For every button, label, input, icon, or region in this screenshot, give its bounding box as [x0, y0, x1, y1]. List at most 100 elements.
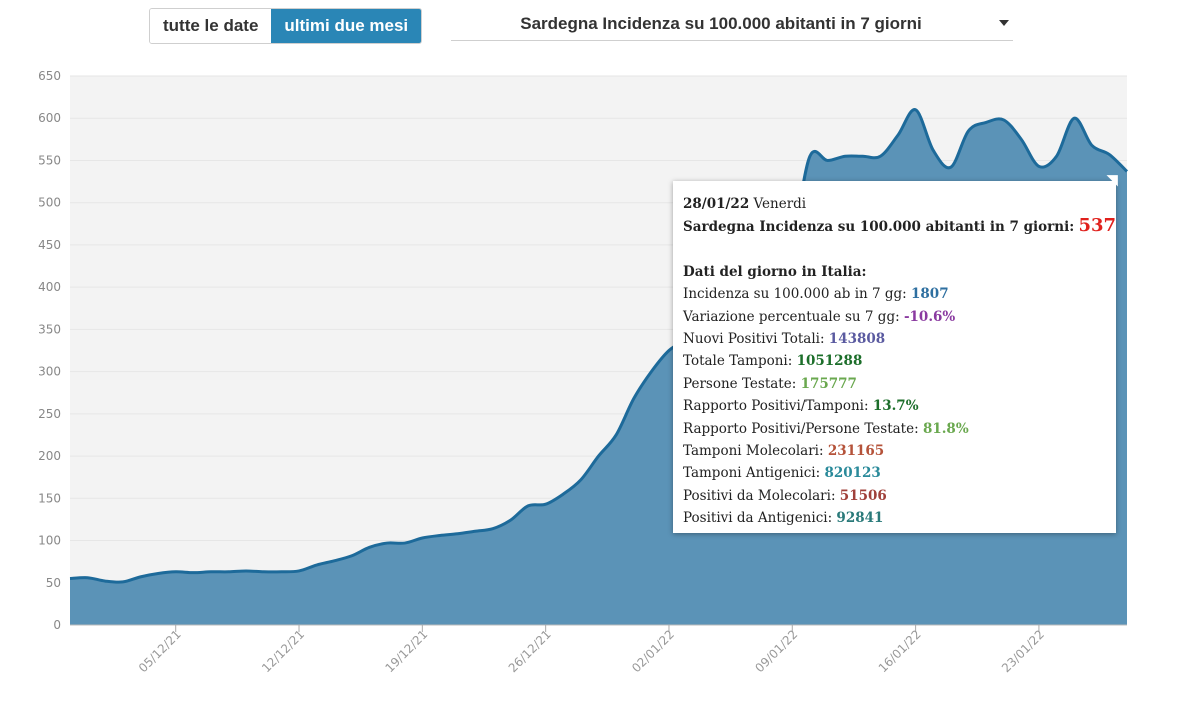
data-point [597, 454, 600, 457]
data-point [861, 155, 864, 158]
tooltip-row: Persone Testate: 175777 [683, 373, 1106, 395]
data-point [368, 546, 371, 549]
tooltip-row: Variazione percentuale su 7 gg: -10.6% [683, 306, 1106, 328]
data-point [826, 159, 829, 162]
tooltip-row-label: Positivi da Antigenici: [683, 510, 837, 527]
tooltip-row-value: 820123 [824, 465, 881, 482]
tooltip-row: Tamponi Molecolari: 231165 [683, 440, 1106, 462]
tooltip-row: Rapporto Positivi/Persone Testate: 81.8% [683, 418, 1106, 440]
tooltip-row-value: 92841 [836, 510, 884, 527]
chevron-down-icon [999, 20, 1009, 26]
data-point [491, 527, 494, 530]
tooltip-row-value: 231165 [827, 443, 885, 460]
data-point [844, 155, 847, 158]
tooltip-row: Tamponi Antigenici: 820123 [683, 462, 1106, 484]
x-tick-label: 26/12/21 [506, 627, 554, 675]
data-point [403, 541, 406, 544]
data-point [1108, 153, 1111, 156]
y-tick-label: 450 [38, 238, 61, 252]
data-point [808, 155, 811, 158]
last-two-months-button[interactable]: ultimi due mesi [271, 9, 422, 43]
chart-tooltip: 28/01/22 Venerdi Sardegna Incidenza su 1… [673, 169, 1124, 533]
tooltip-row-label: Totale Tamponi: [683, 353, 797, 370]
data-point [104, 579, 107, 582]
data-point [156, 572, 159, 575]
data-point [438, 534, 441, 537]
series-line [69, 108, 1129, 584]
tooltip-row-value: 1051288 [796, 353, 863, 370]
tooltip-row: Totale Tamponi: 1051288 [683, 350, 1106, 372]
data-point [1073, 117, 1076, 120]
x-tick-label: 09/01/22 [752, 627, 800, 675]
y-tick-label: 500 [38, 196, 61, 210]
y-tick-label: 200 [38, 449, 61, 463]
tooltip-row: Nuovi Positivi Totali: 143808 [683, 328, 1106, 350]
data-point [667, 349, 670, 352]
data-point [139, 575, 142, 578]
tooltip-row: Incidenza su 100.000 ab in 7 gg: 1807 [683, 283, 1106, 305]
data-point [209, 570, 212, 573]
x-tick-label: 05/12/21 [136, 627, 184, 675]
tooltip-series-label: Sardegna Incidenza su 100.000 abitanti i… [683, 219, 1075, 236]
tooltip-series-value: 537 [1078, 215, 1117, 237]
tooltip-row: Rapporto Positivi/Tamponi: 13.7% [683, 395, 1106, 417]
date-range-toggle: tutte le date ultimi due mesi [149, 8, 423, 44]
data-point [879, 155, 882, 158]
data-point [456, 532, 459, 535]
x-tick-label: 19/12/21 [382, 627, 430, 675]
data-point [967, 129, 970, 132]
tooltip-row-value: 51506 [839, 487, 887, 504]
data-point [227, 570, 230, 573]
tooltip-row: Positivi da Antigenici: 92841 [683, 507, 1106, 529]
tooltip-row-label: Tamponi Antigenici: [683, 465, 825, 482]
data-point [315, 563, 318, 566]
indicator-select[interactable]: Sardegna Incidenza su 100.000 abitanti i… [451, 8, 1013, 41]
y-tick-label: 150 [38, 491, 61, 505]
data-point [192, 571, 195, 574]
y-tick-label: 600 [38, 111, 61, 125]
data-point [1055, 155, 1058, 158]
x-tick-label: 12/12/21 [259, 627, 307, 675]
data-point [121, 580, 124, 583]
data-point [632, 397, 635, 400]
tooltip-row-value: 143808 [828, 331, 886, 348]
tooltip-row-label: Persone Testate: [683, 375, 801, 392]
data-point [245, 569, 248, 572]
tooltip-row-label: Tamponi Molecolari: [683, 443, 828, 460]
data-point [914, 108, 917, 111]
data-point [544, 503, 547, 506]
data-point [509, 519, 512, 522]
y-tick-label: 550 [38, 153, 61, 167]
tooltip-section-title: Dati del giorno in Italia: [683, 263, 867, 280]
x-tick-label: 23/01/22 [999, 627, 1047, 675]
data-point [474, 530, 477, 533]
tooltip-date: 28/01/22 [683, 196, 750, 212]
y-tick-label: 300 [38, 365, 61, 379]
data-point [615, 433, 618, 436]
tooltip-row-label: Rapporto Positivi/Tamponi: [683, 398, 873, 415]
data-point [932, 149, 935, 152]
tooltip-row: Positivi da Molecolari: 51506 [683, 485, 1106, 507]
tooltip-row-value: 1807 [911, 286, 949, 303]
data-point [86, 576, 89, 579]
data-point [1002, 118, 1005, 121]
data-point [526, 504, 529, 507]
y-tick-label: 400 [38, 280, 61, 294]
tooltip-row-label: Rapporto Positivi/Persone Testate: [683, 420, 923, 437]
y-tick-label: 350 [38, 322, 61, 336]
y-tick-label: 50 [46, 576, 61, 590]
y-tick-label: 650 [38, 69, 61, 83]
data-point [1125, 170, 1128, 173]
data-point [297, 569, 300, 572]
data-point [333, 559, 336, 562]
tooltip-row-label: Variazione percentuale su 7 gg: [683, 308, 904, 325]
y-tick-label: 250 [38, 407, 61, 421]
data-point [386, 541, 389, 544]
tooltip-rows: Incidenza su 100.000 ab in 7 gg: 1807 Var… [683, 283, 1106, 529]
y-tick-label: 100 [38, 534, 61, 548]
data-point [68, 577, 71, 580]
tooltip-row-value: -10.6% [903, 308, 956, 325]
tooltip-row-value: 13.7% [872, 398, 919, 415]
data-point [896, 134, 899, 137]
all-dates-button[interactable]: tutte le date [150, 9, 272, 43]
